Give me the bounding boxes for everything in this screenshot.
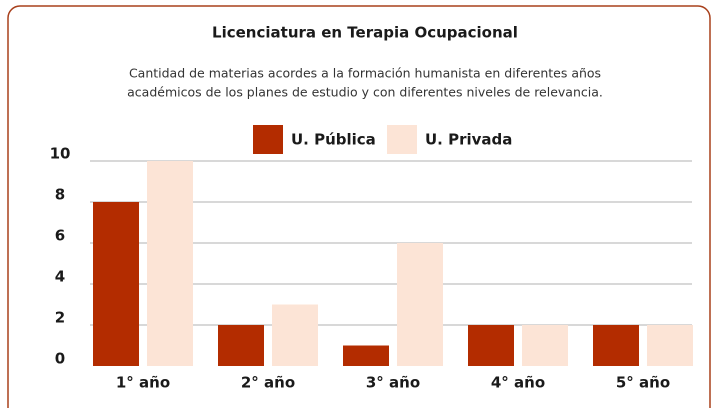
bar bbox=[468, 325, 514, 366]
x-tick-label: 3° año bbox=[366, 374, 420, 392]
y-tick-label: 8 bbox=[55, 186, 65, 204]
y-tick-label: 0 bbox=[55, 350, 65, 368]
bar bbox=[272, 304, 318, 366]
bar bbox=[343, 345, 389, 366]
legend-swatch bbox=[387, 125, 417, 154]
chart-title: Licenciatura en Terapia Ocupacional bbox=[212, 24, 518, 42]
bar bbox=[397, 243, 443, 366]
bar bbox=[522, 325, 568, 366]
subtitle: Cantidad de materias acordes a la formac… bbox=[129, 66, 601, 81]
bar bbox=[147, 161, 193, 366]
bar bbox=[93, 202, 139, 366]
x-tick-label: 2° año bbox=[241, 374, 295, 392]
subtitle: académicos de los planes de estudio y co… bbox=[127, 85, 603, 100]
bar bbox=[647, 325, 693, 366]
legend-label: U. Privada bbox=[425, 131, 512, 149]
legend-swatch bbox=[253, 125, 283, 154]
x-tick-label: 4° año bbox=[491, 374, 545, 392]
x-tick-label: 5° año bbox=[616, 374, 670, 392]
y-tick-label: 10 bbox=[50, 145, 71, 163]
y-tick-label: 4 bbox=[55, 268, 65, 286]
bar bbox=[593, 325, 639, 366]
x-tick-label: 1° año bbox=[116, 374, 170, 392]
frame bbox=[7, 5, 711, 408]
y-tick-label: 6 bbox=[55, 227, 65, 245]
bar bbox=[218, 325, 264, 366]
y-tick-label: 2 bbox=[55, 309, 65, 327]
legend-label: U. Pública bbox=[291, 131, 376, 149]
